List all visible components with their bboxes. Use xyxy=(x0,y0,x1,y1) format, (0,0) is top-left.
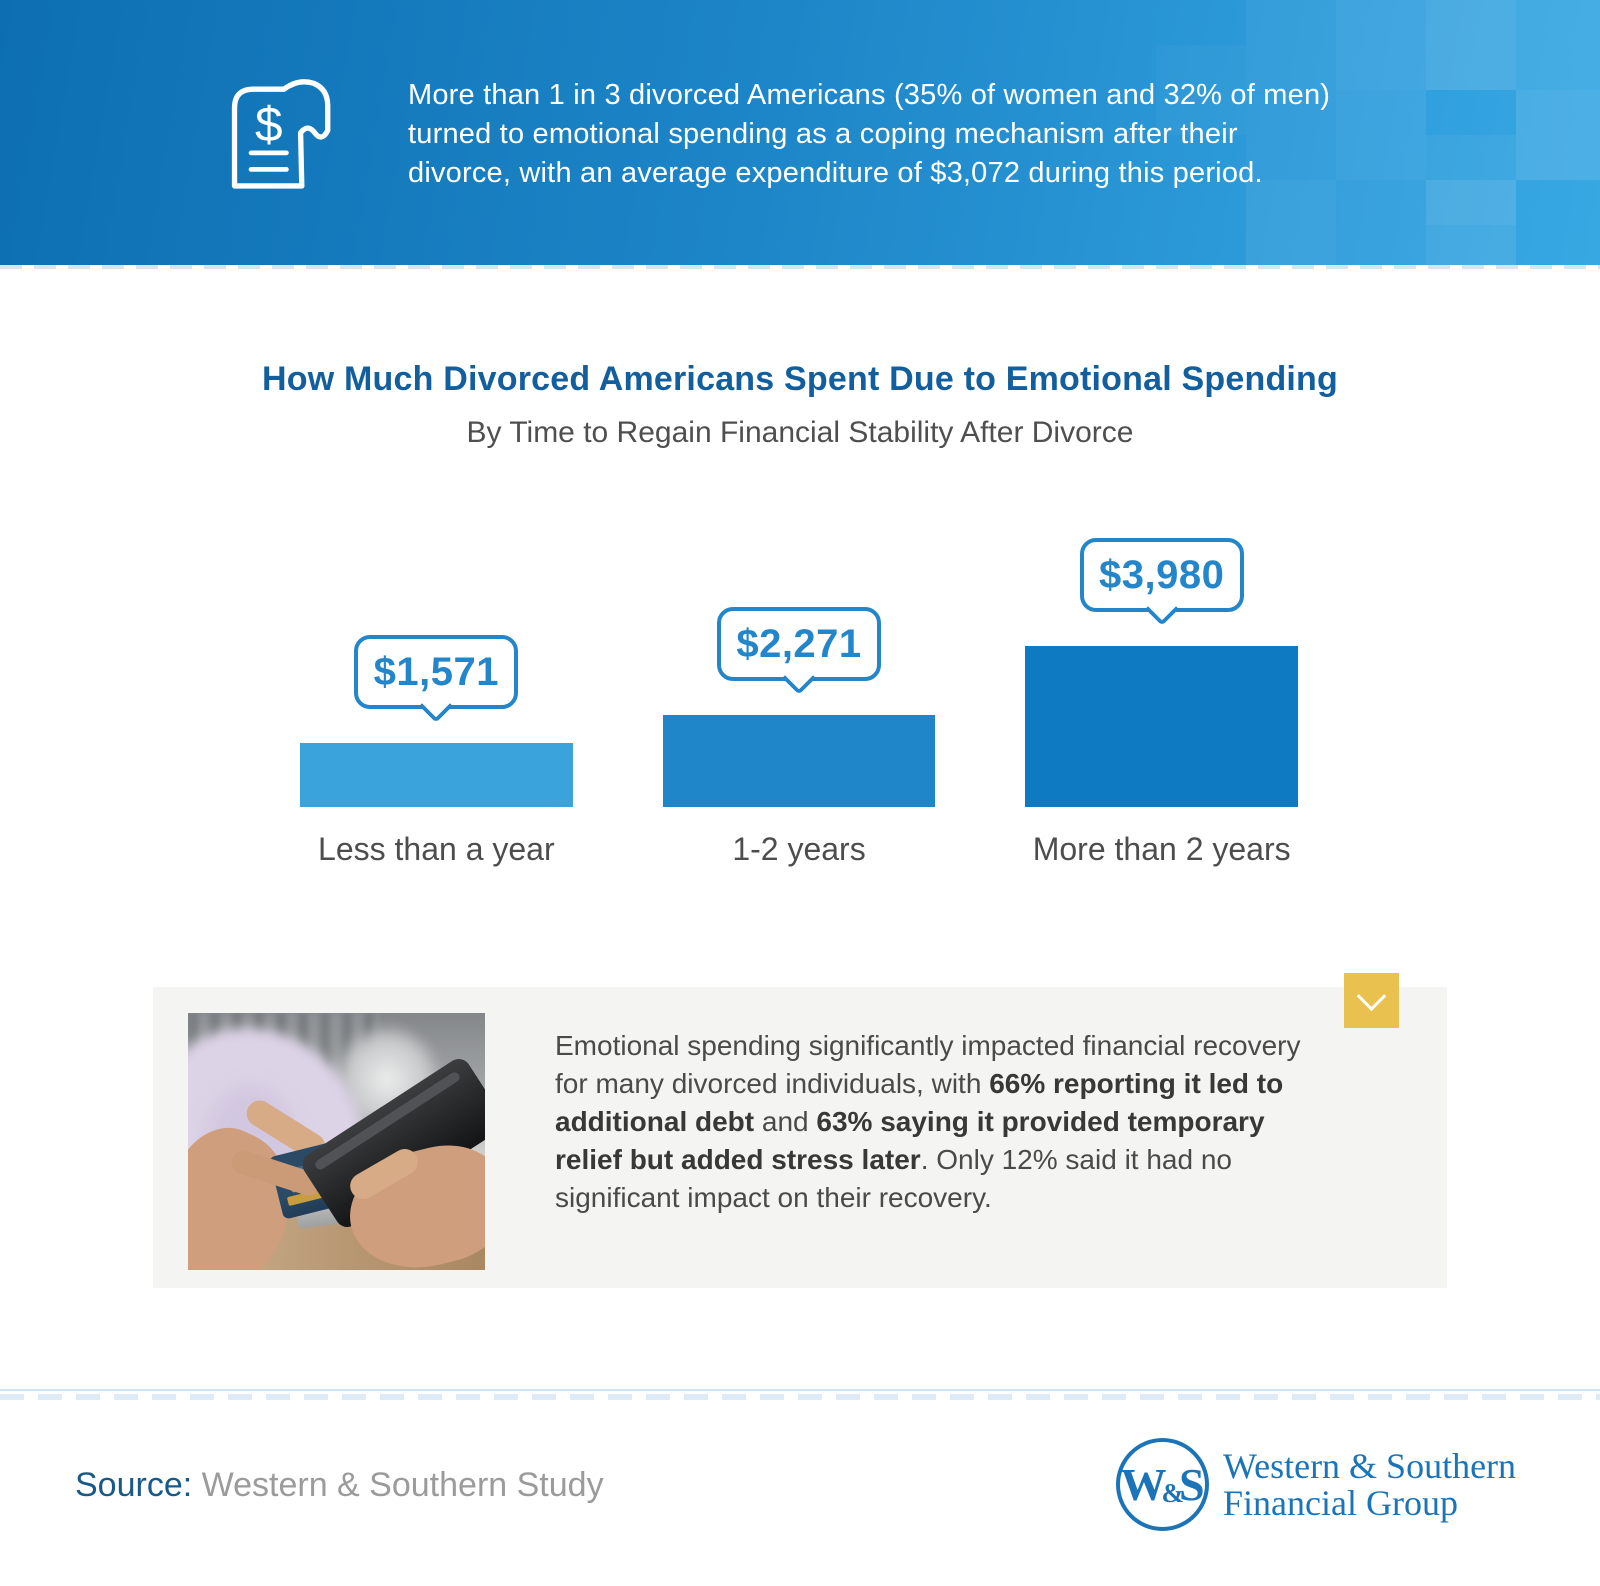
mosaic-tile xyxy=(1516,0,1600,90)
insight-text: Emotional spending significantly impacte… xyxy=(555,1030,1301,1213)
mosaic-tile xyxy=(1336,0,1426,90)
mosaic-tile xyxy=(1336,180,1426,265)
value-callout: $3,980 xyxy=(1079,538,1244,626)
value-callout: $1,571 xyxy=(354,635,519,723)
source-value: Western & Southern Study xyxy=(201,1466,604,1504)
svg-text:$: $ xyxy=(255,96,283,152)
value-callout: $2,271 xyxy=(717,607,881,695)
chart-column: $2,271 1-2 years xyxy=(662,520,936,867)
header-stat-text: More than 1 in 3 divorced Americans (35%… xyxy=(408,79,1331,189)
ws-logo-name: Western & Southern Financial Group xyxy=(1223,1445,1517,1523)
insight-card: Emotional spending significantly impacte… xyxy=(153,973,1447,1288)
mosaic-tile xyxy=(1426,0,1516,90)
callout-value: $3,980 xyxy=(1099,552,1225,597)
header-mosaic-pattern xyxy=(0,0,1600,265)
mosaic-tile xyxy=(1516,90,1600,180)
expand-button[interactable] xyxy=(1344,973,1399,1028)
category-label: 1-2 years xyxy=(732,831,866,867)
receipt-dollar-icon: $ xyxy=(231,79,331,189)
chart-title: How Much Divorced Americans Spent Due to… xyxy=(262,360,1338,398)
mosaic-tile xyxy=(1246,0,1336,90)
bar-chart: $1,571 Less than a year $2,271 1-2 years $3,… xyxy=(300,520,1299,867)
footer-divider xyxy=(0,1389,1600,1391)
callout-value: $1,571 xyxy=(373,649,499,694)
mosaic-tile xyxy=(1426,135,1516,225)
bar xyxy=(300,743,573,807)
mosaic-tile xyxy=(1246,90,1336,180)
mosaic-tile xyxy=(1426,180,1516,265)
source-label: Source: xyxy=(75,1466,193,1504)
ws-logo: W & S Western & Southern Financial Group xyxy=(1116,1438,1516,1531)
mosaic-tile xyxy=(1246,180,1336,265)
chart-column: $3,980 More than 2 years xyxy=(1025,520,1299,867)
footer-divider-texture xyxy=(0,1394,1600,1400)
category-label: More than 2 years xyxy=(1032,831,1291,867)
header-bottom-edge xyxy=(0,265,1600,269)
header-banner: $ More than 1 in 3 divorced Americans (3… xyxy=(0,0,1600,265)
callout-value: $2,271 xyxy=(736,621,862,666)
category-label: Less than a year xyxy=(318,831,555,867)
ws-logo-monogram: W & S xyxy=(1116,1438,1209,1531)
chart-column: $1,571 Less than a year xyxy=(300,520,573,867)
mosaic-tile xyxy=(1336,90,1426,180)
bar xyxy=(1025,646,1299,807)
source-line: Source: Western & Southern Study xyxy=(75,1466,604,1505)
bar xyxy=(662,715,936,807)
chart-subtitle: By Time to Regain Financial Stability Af… xyxy=(466,416,1134,449)
chevron-down-icon xyxy=(1356,981,1387,1012)
photo-credit-card-shopping xyxy=(188,1013,485,1270)
